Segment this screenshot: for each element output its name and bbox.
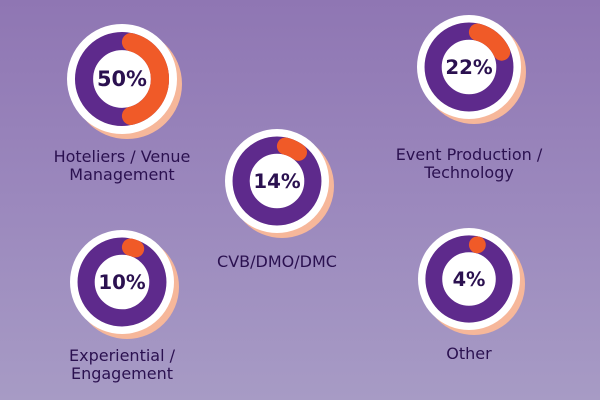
donut-arc (121, 33, 170, 125)
donut-value-label: 22% (445, 56, 492, 79)
label-line: CVB/DMO/DMC (217, 252, 337, 271)
label-line: Technology (424, 163, 514, 182)
label-line: Management (69, 165, 175, 184)
donut-value-label: 10% (98, 271, 145, 294)
donut-arc (276, 137, 308, 161)
label-line: Other (446, 344, 492, 363)
donut-value-label: 50% (97, 67, 147, 91)
label-hoteliers: Hoteliers / Venue Management (22, 148, 222, 184)
label-other: Other (369, 345, 569, 363)
label-line: Engagement (70, 364, 174, 383)
label-line: Hoteliers / Venue (53, 147, 191, 166)
donut-arc (121, 238, 145, 258)
label-cvb: CVB/DMO/DMC (177, 253, 377, 271)
label-line: Event Production / (395, 145, 543, 164)
donut-value-label: 4% (453, 268, 486, 291)
label-event-production: Event Production / Technology (369, 146, 569, 182)
donut-value-label: 14% (253, 170, 300, 193)
label-experiential: Experiential / Engagement (22, 347, 222, 383)
donut-arc (468, 23, 511, 61)
label-line: Experiential / (68, 346, 176, 365)
